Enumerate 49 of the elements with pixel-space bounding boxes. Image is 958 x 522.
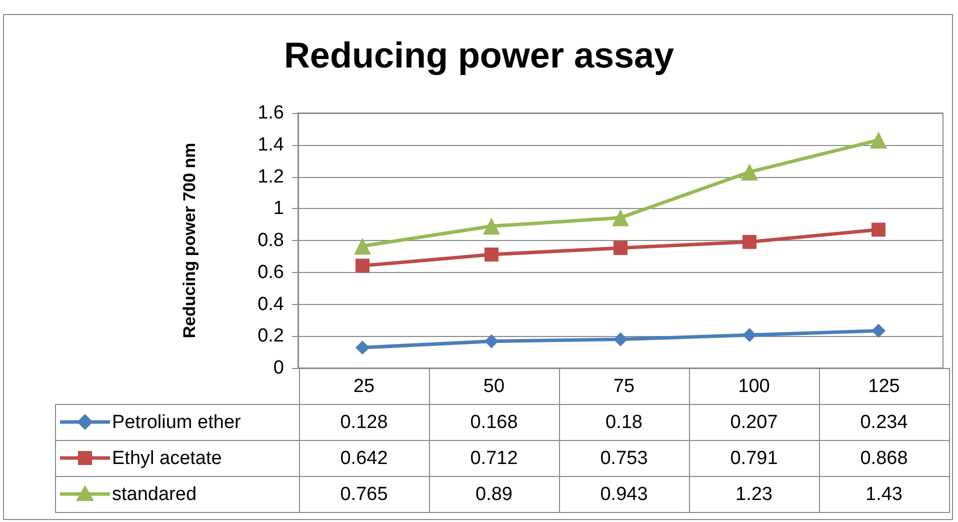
data-label: 0.868 bbox=[819, 440, 949, 476]
data-label: 1.23 bbox=[689, 476, 819, 512]
point bbox=[742, 234, 756, 249]
y-tick-label: 0 bbox=[273, 358, 284, 378]
data-label: 0.168 bbox=[429, 404, 559, 440]
point bbox=[612, 209, 629, 226]
x-tick-label: 125 bbox=[819, 368, 949, 404]
y-tick-label: 1 bbox=[273, 198, 284, 220]
data-label: 0.791 bbox=[689, 440, 819, 476]
chart-title: Reducing power assay bbox=[284, 34, 674, 76]
data-label: 0.207 bbox=[689, 404, 819, 440]
point bbox=[354, 238, 371, 255]
data-label: 0.128 bbox=[299, 404, 429, 440]
point bbox=[356, 340, 370, 355]
point bbox=[356, 258, 370, 273]
legend-label: Petrolium ether bbox=[112, 412, 241, 432]
point bbox=[614, 332, 628, 346]
x-tick-label: 100 bbox=[689, 368, 819, 404]
data-label: 0.753 bbox=[559, 440, 689, 476]
point bbox=[872, 222, 886, 237]
data-label: 0.765 bbox=[299, 476, 429, 512]
point bbox=[870, 132, 887, 149]
y-tick-label: 1.6 bbox=[258, 102, 284, 124]
point bbox=[483, 218, 500, 235]
y-tick-label: 0.6 bbox=[258, 262, 284, 283]
point bbox=[742, 328, 756, 342]
x-tick-label: 25 bbox=[299, 368, 429, 404]
point bbox=[484, 334, 498, 348]
y-tick-label: 0.4 bbox=[258, 294, 284, 315]
y-tick-label: 0.8 bbox=[258, 230, 284, 251]
y-tick-label: 1.2 bbox=[258, 166, 284, 188]
data-label: 0.943 bbox=[559, 476, 689, 512]
point bbox=[484, 248, 498, 262]
point bbox=[614, 240, 628, 255]
data-label: 0.642 bbox=[299, 440, 429, 476]
point bbox=[741, 163, 758, 180]
data-label: 0.18 bbox=[559, 404, 689, 440]
data-label: 0.89 bbox=[429, 476, 559, 512]
legend-label: standared bbox=[112, 484, 197, 504]
data-label: 1.43 bbox=[819, 476, 949, 512]
data-label: 0.712 bbox=[429, 440, 559, 476]
point bbox=[872, 324, 886, 338]
y-axis-title: Reducing power 700 nm bbox=[180, 142, 199, 338]
data-label: 0.234 bbox=[819, 404, 949, 440]
legend-label: Ethyl acetate bbox=[112, 448, 222, 468]
y-tick-label: 0.2 bbox=[258, 326, 284, 347]
x-tick-label: 50 bbox=[429, 368, 559, 404]
y-tick-label: 1.4 bbox=[258, 134, 284, 156]
x-tick-label: 75 bbox=[559, 368, 689, 404]
